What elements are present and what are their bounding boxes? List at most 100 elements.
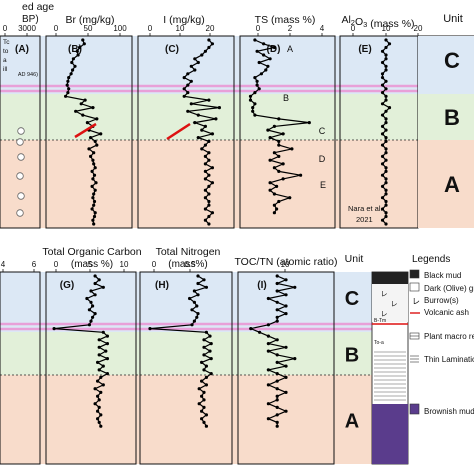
panel-title: TS (mass %) bbox=[255, 14, 316, 26]
data-point bbox=[257, 60, 261, 65]
data-point bbox=[384, 94, 388, 98]
data-point bbox=[75, 49, 79, 53]
data-point bbox=[97, 353, 101, 357]
data-point bbox=[293, 285, 297, 289]
panel-label: (A) bbox=[15, 44, 29, 55]
data-point bbox=[188, 296, 192, 301]
data-point bbox=[281, 162, 285, 166]
panel-C: 0 10 20 (C) bbox=[137, 24, 235, 229]
data-point bbox=[284, 312, 288, 316]
tick-label: 20 bbox=[206, 24, 215, 33]
data-point bbox=[196, 136, 200, 140]
data-point bbox=[96, 360, 100, 364]
data-point bbox=[196, 274, 200, 278]
data-point bbox=[275, 281, 279, 286]
data-point bbox=[268, 57, 272, 61]
data-point bbox=[71, 68, 75, 72]
data-point bbox=[384, 57, 388, 61]
data-point bbox=[384, 117, 388, 121]
data-point bbox=[204, 285, 208, 289]
data-point bbox=[384, 222, 388, 226]
data-point bbox=[384, 45, 388, 50]
panel-label: (D) bbox=[267, 44, 281, 55]
data-point bbox=[253, 76, 257, 80]
data-point bbox=[95, 143, 99, 147]
age-annotation: Tc bbox=[3, 39, 10, 46]
data-point bbox=[275, 420, 279, 424]
data-point bbox=[380, 124, 385, 128]
data-point bbox=[257, 87, 261, 91]
data-point bbox=[277, 199, 281, 204]
data-point bbox=[380, 72, 385, 76]
data-point bbox=[248, 94, 253, 98]
dated-sample-circle bbox=[17, 192, 25, 200]
data-point bbox=[91, 158, 95, 162]
data-point bbox=[101, 285, 105, 289]
panel-title: TOC/TN (atomic ratio) bbox=[234, 256, 337, 268]
data-point bbox=[210, 132, 214, 136]
data-point bbox=[380, 143, 385, 147]
data-point bbox=[275, 424, 279, 428]
data-point bbox=[190, 323, 194, 327]
data-point bbox=[182, 87, 186, 91]
tick-label: 4 bbox=[1, 260, 6, 269]
data-point bbox=[266, 128, 270, 132]
data-point bbox=[307, 121, 311, 125]
data-point bbox=[93, 139, 97, 143]
data-point bbox=[200, 409, 204, 413]
panel-label: (B) bbox=[68, 44, 82, 55]
data-point bbox=[284, 390, 288, 394]
data-point bbox=[52, 327, 56, 331]
data-point bbox=[384, 38, 388, 42]
data-point bbox=[384, 203, 388, 207]
data-point bbox=[258, 330, 262, 334]
legend-item-label: Brownish mud bbox=[424, 407, 474, 416]
data-point bbox=[272, 151, 276, 155]
data-point bbox=[91, 196, 95, 200]
data-point bbox=[196, 293, 200, 297]
data-point bbox=[90, 169, 94, 173]
data-point bbox=[253, 91, 257, 95]
data-point bbox=[217, 106, 221, 110]
unit-ash-cell bbox=[418, 84, 474, 94]
data-point bbox=[85, 296, 89, 301]
data-point bbox=[380, 102, 385, 106]
unit-label-b: B bbox=[345, 345, 359, 367]
data-point bbox=[93, 274, 97, 278]
data-point bbox=[186, 72, 190, 76]
data-point bbox=[204, 413, 208, 417]
panel-title: Total Organic Carbon bbox=[42, 246, 141, 258]
data-point bbox=[91, 106, 95, 110]
data-point bbox=[92, 203, 96, 207]
data-point bbox=[64, 94, 68, 98]
data-point bbox=[266, 417, 270, 421]
red-marker-arrow bbox=[166, 122, 191, 141]
data-point bbox=[204, 330, 208, 334]
age-annotation: a bbox=[3, 57, 7, 64]
data-point bbox=[207, 38, 211, 42]
panel-subtitle: (mass%) bbox=[168, 259, 207, 270]
data-point bbox=[99, 375, 103, 379]
data-point bbox=[101, 330, 105, 334]
unit-label-b: B bbox=[444, 105, 460, 130]
data-point bbox=[387, 42, 392, 46]
tick-label: 0 bbox=[256, 24, 261, 33]
data-point bbox=[192, 300, 196, 304]
tick-label: 0 bbox=[351, 24, 356, 33]
data-point bbox=[207, 203, 211, 207]
data-point bbox=[380, 184, 385, 188]
data-point bbox=[105, 372, 109, 376]
burrow-symbol: レ bbox=[381, 291, 388, 298]
data-point bbox=[203, 124, 207, 128]
data-point bbox=[259, 72, 263, 76]
data-point bbox=[87, 323, 91, 327]
panel-frame bbox=[45, 271, 137, 465]
panel-label: (I) bbox=[257, 280, 266, 291]
panel-title: Br (mg/kg) bbox=[65, 14, 114, 26]
legend-item-label: Plant macro re bbox=[424, 332, 474, 341]
data-point bbox=[195, 304, 199, 308]
dated-sample-circle bbox=[17, 153, 25, 161]
legend-swatch-burrow: レ bbox=[412, 297, 420, 306]
data-point bbox=[204, 383, 208, 387]
